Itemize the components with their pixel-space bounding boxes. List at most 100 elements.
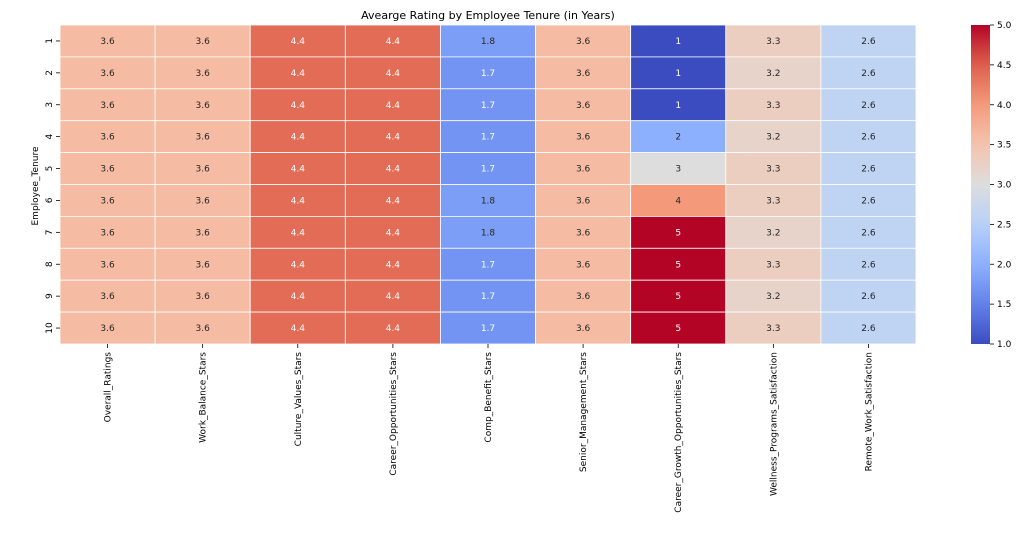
cell-value-label: 3.6 bbox=[576, 101, 591, 111]
heatmap-cell bbox=[59, 152, 156, 185]
cell-value-label: 2.6 bbox=[861, 133, 876, 143]
cell-value-label: 4.4 bbox=[291, 69, 306, 79]
cell-value-label: 3.6 bbox=[196, 165, 211, 175]
x-axis: Overall_Ratings Work_Balance_Stars Culture… bbox=[104, 344, 874, 513]
heatmap-cell bbox=[440, 56, 536, 90]
heatmap-cell bbox=[725, 184, 822, 217]
cell-value-label: 4.4 bbox=[386, 101, 401, 111]
cell-value-label: 3.6 bbox=[100, 196, 115, 206]
heatmap-cell bbox=[440, 215, 536, 249]
heatmap-cell bbox=[249, 184, 346, 217]
heatmap-cell bbox=[59, 88, 156, 122]
heatmap-cell bbox=[820, 120, 917, 153]
cell-value-label: 3.6 bbox=[196, 260, 211, 270]
cell-value-label: 3.6 bbox=[100, 292, 115, 302]
cell-value-label: 1.8 bbox=[481, 37, 496, 47]
cell-value-label: 3.3 bbox=[766, 101, 780, 111]
cell-value-label: 2.6 bbox=[861, 101, 876, 111]
cell-value-label: 4.4 bbox=[291, 133, 306, 143]
cell-value-label: 3.6 bbox=[100, 133, 115, 143]
y-tick-label: 5 bbox=[45, 166, 55, 172]
heatmap-cell bbox=[630, 152, 727, 185]
cell-value-label: 4.4 bbox=[291, 228, 306, 238]
cell-value-label: 2.6 bbox=[861, 69, 876, 79]
cell-value-label: 3.3 bbox=[766, 37, 780, 47]
cell-value-label: 4 bbox=[675, 196, 681, 206]
colorbar-tick-label: 5.0 bbox=[997, 21, 1012, 31]
cell-value-label: 3.6 bbox=[100, 324, 115, 334]
cell-value-label: 4.4 bbox=[386, 260, 401, 270]
heatmap-cell bbox=[820, 152, 917, 185]
heatmap-cell bbox=[725, 311, 822, 345]
heatmap-cell bbox=[440, 279, 536, 313]
heatmap-cell bbox=[725, 24, 822, 58]
cell-value-label: 3.3 bbox=[766, 260, 780, 270]
heatmap-cell bbox=[154, 215, 251, 249]
cell-value-label: 3.6 bbox=[576, 37, 591, 47]
heatmap-cell bbox=[154, 88, 251, 122]
heatmap-cell bbox=[820, 184, 917, 217]
colorbar-tick-label: 1.0 bbox=[997, 340, 1012, 350]
cell-value-label: 3.6 bbox=[576, 196, 591, 206]
x-tick-label: Overall_Ratings bbox=[104, 352, 114, 423]
colorbar-tick-label: 3.5 bbox=[997, 141, 1011, 151]
x-tick-label: Work_Balance_Stars bbox=[199, 352, 209, 443]
heatmap-cell bbox=[59, 247, 156, 281]
heatmap-cell bbox=[630, 56, 727, 90]
cell-value-label: 2.6 bbox=[861, 260, 876, 270]
x-tick-label: Culture_Values_Stars bbox=[294, 352, 304, 447]
cell-value-label: 1 bbox=[675, 101, 681, 111]
x-tick-label: Career_Opportunities_Stars bbox=[389, 352, 399, 476]
heatmap-cell bbox=[535, 279, 632, 313]
cell-value-label: 4.4 bbox=[386, 69, 401, 79]
heatmap-cell bbox=[535, 24, 632, 58]
cell-value-label: 3.6 bbox=[196, 133, 211, 143]
heatmap-cell bbox=[344, 152, 441, 185]
cell-value-label: 3.6 bbox=[196, 69, 211, 79]
heatmap-cell bbox=[249, 247, 346, 281]
cell-value-label: 4.4 bbox=[291, 260, 306, 270]
colorbar-tick-label: 3.0 bbox=[997, 181, 1012, 191]
colorbar-tick-label: 4.0 bbox=[997, 101, 1012, 111]
cell-value-label: 3.6 bbox=[196, 37, 211, 47]
cell-value-label: 4.4 bbox=[291, 324, 306, 334]
heatmap-cell bbox=[59, 215, 156, 249]
cell-value-label: 2.6 bbox=[861, 165, 876, 175]
heatmap-cell bbox=[249, 152, 346, 185]
cell-value-label: 1 bbox=[675, 69, 681, 79]
cell-value-label: 2.6 bbox=[861, 196, 876, 206]
heatmap-cell bbox=[630, 215, 727, 249]
y-tick-label: 10 bbox=[45, 322, 55, 334]
cell-value-label: 1.7 bbox=[481, 69, 495, 79]
y-tick-label: 6 bbox=[45, 197, 55, 203]
cell-value-label: 1.8 bbox=[481, 228, 496, 238]
cell-value-label: 3.6 bbox=[576, 260, 591, 270]
heatmap-cell bbox=[820, 88, 917, 122]
cell-value-label: 4.4 bbox=[291, 101, 306, 111]
cell-value-label: 3.6 bbox=[576, 324, 591, 334]
heatmap-cells bbox=[59, 24, 917, 345]
heatmap-cell bbox=[59, 279, 156, 313]
heatmap-cell bbox=[630, 88, 727, 122]
heatmap-cell bbox=[249, 56, 346, 90]
heatmap-cell bbox=[440, 184, 536, 217]
heatmap-cell bbox=[59, 311, 156, 345]
x-tick-label: Senior_Management_Stars bbox=[579, 352, 589, 472]
x-tick-label: Career_Growth_Opportunities_Stars bbox=[674, 352, 684, 513]
heatmap-cell bbox=[154, 24, 251, 58]
heatmap-cell bbox=[535, 247, 632, 281]
cell-value-label: 2.6 bbox=[861, 228, 876, 238]
heatmap-cell bbox=[154, 184, 251, 217]
cell-value-label: 3.6 bbox=[100, 165, 115, 175]
cell-value-label: 3.3 bbox=[766, 196, 780, 206]
cell-value-label: 4.4 bbox=[386, 37, 401, 47]
cell-value-label: 5 bbox=[675, 228, 681, 238]
cell-value-label: 4.4 bbox=[291, 165, 306, 175]
cell-value-label: 1.8 bbox=[481, 196, 496, 206]
cell-value-label: 3 bbox=[675, 165, 681, 175]
heatmap-cell bbox=[440, 247, 536, 281]
cell-value-label: 1.7 bbox=[481, 165, 495, 175]
cell-value-label: 3.3 bbox=[766, 324, 780, 334]
cell-value-label: 2 bbox=[675, 133, 681, 143]
